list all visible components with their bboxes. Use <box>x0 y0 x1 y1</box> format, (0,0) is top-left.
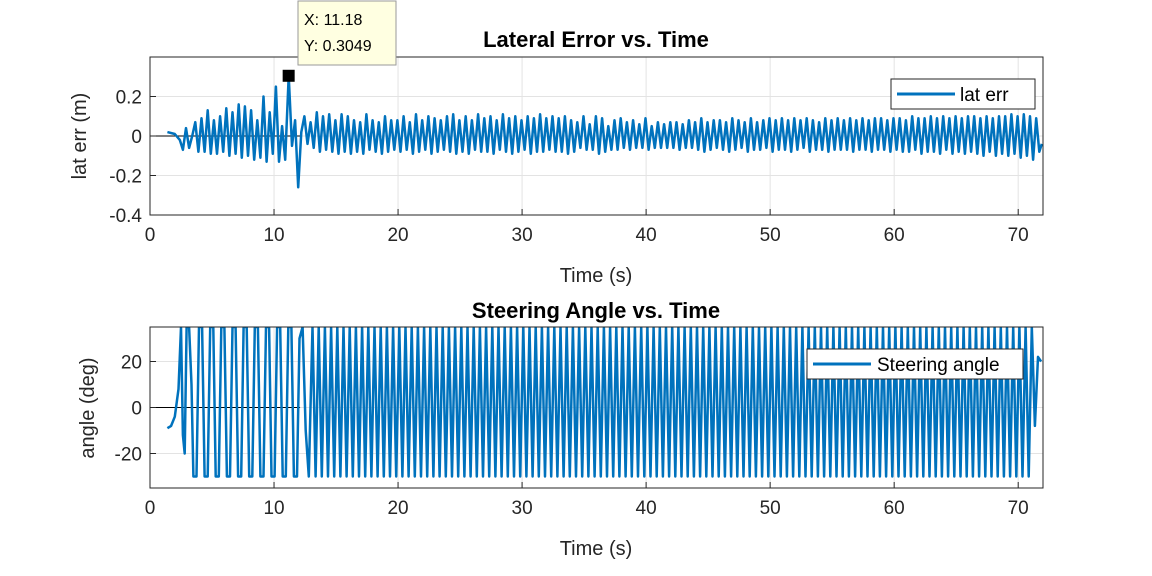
x-tick-labels: 0 10 20 30 40 50 60 70 <box>145 482 1029 519</box>
x-tick-label: 20 <box>387 498 408 519</box>
x-tick-label: 30 <box>512 225 533 246</box>
datatip-x-label: X: 11.18 <box>304 12 363 29</box>
x-tick-label: 70 <box>1008 498 1029 519</box>
x-tick-label: 10 <box>263 498 284 519</box>
x-tick-label: 60 <box>884 498 905 519</box>
y-tick-labels: -0.4 -0.2 0 0.2 <box>109 88 156 227</box>
datatip[interactable]: X: 11.18 Y: 0.3049 <box>282 0 397 82</box>
y-tick-label: -20 <box>115 445 142 466</box>
lat-err-line <box>167 74 1043 189</box>
steering-angle-axes: 0 10 20 30 40 50 60 70 -20 0 20 Steering Angle vs… <box>77 298 1044 560</box>
x-tick-label: 20 <box>387 225 408 246</box>
legend[interactable]: lat err <box>890 78 1036 110</box>
datatip-box <box>297 0 397 66</box>
y-tick-label: 20 <box>121 353 142 374</box>
y-tick-labels: -20 0 20 <box>115 353 156 466</box>
datatip-y-label: Y: 0.3049 <box>304 38 372 55</box>
x-tick-labels: 0 10 20 30 40 50 60 70 <box>145 209 1029 246</box>
x-tick-label: 0 <box>145 498 156 519</box>
x-tick-label: 10 <box>263 225 284 246</box>
y-tick-label: -0.4 <box>109 206 142 227</box>
x-tick-label: 60 <box>884 225 905 246</box>
x-tick-label: 40 <box>636 498 657 519</box>
y-tick-label: 0 <box>131 399 142 420</box>
x-tick-label: 30 <box>512 498 533 519</box>
legend-entry-steering-angle: Steering angle <box>877 355 1000 376</box>
y-tick-label: 0.2 <box>116 88 142 109</box>
x-tick-label: 70 <box>1008 225 1029 246</box>
legend[interactable]: Steering angle <box>806 348 1024 380</box>
x-axis-label: Time (s) <box>560 265 633 287</box>
x-tick-label: 40 <box>636 225 657 246</box>
x-tick-label: 0 <box>145 225 156 246</box>
y-axis-label: lat err (m) <box>69 93 91 180</box>
chart-title: Lateral Error vs. Time <box>483 27 709 52</box>
legend-entry-lat-err: lat err <box>960 85 1009 106</box>
x-axis-label: Time (s) <box>560 538 633 560</box>
y-tick-label: -0.2 <box>109 167 142 188</box>
y-tick-label: 0 <box>131 127 142 148</box>
chart-title: Steering Angle vs. Time <box>472 298 720 323</box>
x-tick-label: 50 <box>760 225 781 246</box>
steering-angle-line <box>166 327 1043 478</box>
datatip-marker[interactable] <box>282 69 295 82</box>
y-axis-label: angle (deg) <box>77 357 99 458</box>
x-tick-label: 50 <box>760 498 781 519</box>
lateral-error-axes: 0 10 20 30 40 50 60 70 -0.4 -0.2 0 0.2 Lateral Err… <box>69 0 1044 287</box>
